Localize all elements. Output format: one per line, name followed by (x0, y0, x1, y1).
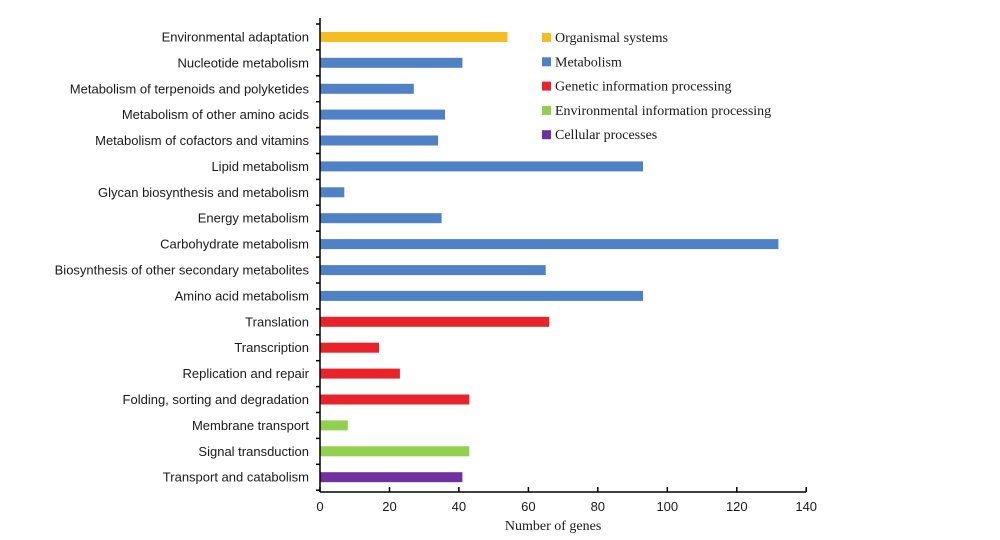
bar-nucleotide-metabolism (320, 57, 463, 68)
bar-folding-sorting-and-degradation (320, 394, 470, 405)
category-label-carbohydrate-metabolism: Carbohydrate metabolism (160, 237, 309, 252)
category-label-energy-metabolism: Energy metabolism (198, 211, 309, 226)
category-label-amino-acid-metabolism: Amino acid metabolism (175, 288, 309, 303)
bar-lipid-metabolism (320, 161, 643, 172)
bar-replication-and-repair (320, 368, 400, 379)
bars-group (320, 32, 779, 483)
category-label-environmental-adaptation: Environmental adaptation (162, 30, 309, 45)
legend-label-genetic-information-processing: Genetic information processing (555, 80, 732, 95)
legend-label-environmental-information-processing: Environmental information processing (555, 104, 771, 119)
category-labels: Environmental adaptation Nucleotide metab… (55, 30, 310, 485)
category-label-signal-transduction: Signal transduction (198, 444, 309, 459)
legend: Organismal systems Metabolism Genetic info… (542, 31, 771, 143)
x-tick-label-100: 100 (656, 499, 678, 514)
bar-energy-metabolism (320, 213, 442, 224)
bar-metabolism-of-terpenoids-and-polyketides (320, 83, 414, 94)
bar-translation (320, 316, 550, 327)
legend-label-organismal-systems: Organismal systems (555, 31, 668, 46)
category-label-biosynthesis-of-other-secondary-metabolites: Biosynthesis of other secondary metaboli… (55, 263, 310, 278)
legend-swatch-metabolism (542, 57, 551, 67)
x-axis-ticks: 0 20 40 60 80 100 120 140 (316, 487, 817, 514)
legend-label-metabolism: Metabolism (555, 55, 622, 70)
bar-metabolism-of-cofactors-and-vitamins (320, 135, 439, 146)
bar-transcription (320, 342, 379, 353)
bar-amino-acid-metabolism (320, 290, 643, 301)
category-label-membrane-transport: Membrane transport (192, 418, 309, 433)
bar-environmental-adaptation (320, 32, 508, 42)
bar-transport-and-catabolism (320, 472, 463, 483)
x-tick-label-60: 60 (521, 499, 535, 514)
bar-signal-transduction (320, 446, 470, 457)
category-label-transport-and-catabolism: Transport and catabolism (163, 470, 309, 485)
category-label-replication-and-repair: Replication and repair (183, 366, 310, 381)
category-label-lipid-metabolism: Lipid metabolism (211, 159, 309, 174)
x-tick-label-20: 20 (382, 499, 396, 514)
bar-carbohydrate-metabolism (320, 239, 779, 250)
legend-swatch-cellular-processes (542, 130, 551, 140)
legend-swatch-organismal-systems (542, 33, 551, 42)
x-tick-label-0: 0 (316, 499, 323, 514)
y-axis-ticks (316, 23, 320, 491)
legend-label-cellular-processes: Cellular processes (555, 128, 657, 143)
category-label-metabolism-of-cofactors-and-vitamins: Metabolism of cofactors and vitamins (95, 133, 309, 148)
category-label-folding-sorting-and-degradation: Folding, sorting and degradation (123, 392, 309, 407)
x-tick-label-140: 140 (795, 499, 817, 514)
category-label-nucleotide-metabolism: Nucleotide metabolism (177, 55, 309, 70)
x-tick-label-80: 80 (591, 499, 605, 514)
bar-metabolism-of-other-amino-acids (320, 109, 445, 120)
category-label-transcription: Transcription (234, 340, 309, 355)
x-axis-title: Number of genes (505, 519, 601, 534)
x-tick-label-40: 40 (452, 499, 466, 514)
category-label-glycan-biosynthesis-and-metabolism: Glycan biosynthesis and metabolism (98, 185, 309, 200)
bar-biosynthesis-of-other-secondary-metabolites (320, 265, 546, 276)
category-label-translation: Translation (245, 314, 309, 329)
category-label-metabolism-of-terpenoids-and-polyketides: Metabolism of terpenoids and polyketides (70, 81, 310, 96)
legend-swatch-genetic-information-processing (542, 81, 551, 91)
category-label-metabolism-of-other-amino-acids: Metabolism of other amino acids (122, 107, 310, 122)
bar-membrane-transport (320, 420, 348, 431)
x-tick-label-120: 120 (726, 499, 748, 514)
legend-swatch-environmental-information-processing (542, 105, 551, 115)
bar-glycan-biosynthesis-and-metabolism (320, 187, 345, 198)
